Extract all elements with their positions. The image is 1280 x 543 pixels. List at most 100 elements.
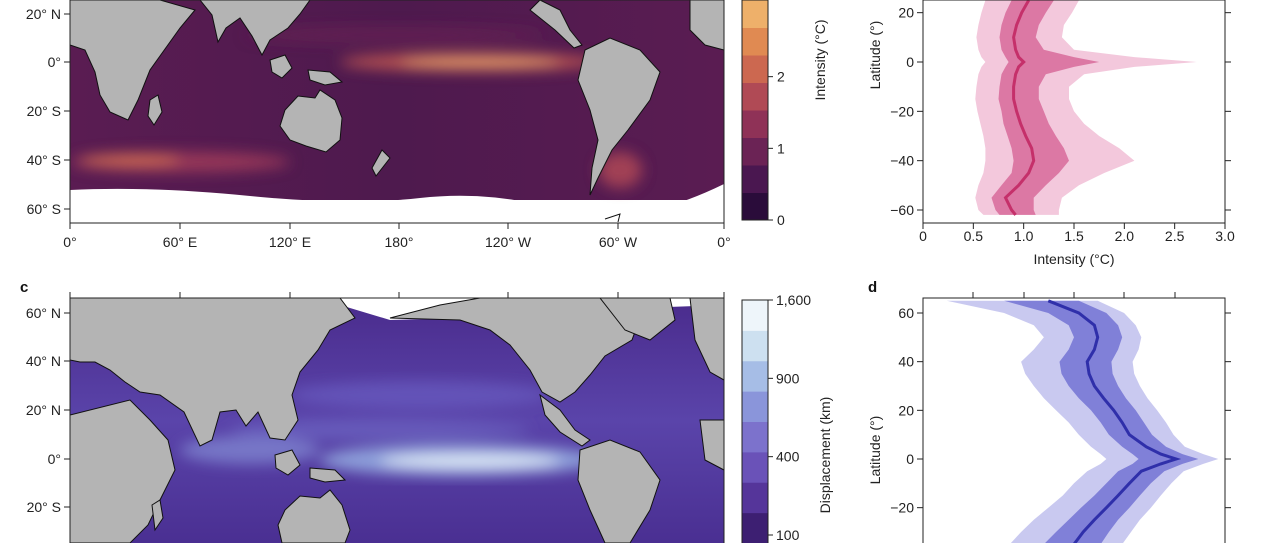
colorbar-c-swatch [742,300,768,331]
colorbar-a-swatch [742,165,768,193]
map-a-ice-edge [70,184,724,223]
panel-b-y-tick-label: −60 [890,202,914,218]
land-africa-c [70,399,176,543]
panel-b-x-tick-label: 1.0 [1014,228,1034,244]
land-newzealand-a [371,149,391,177]
land-madagascar-a [147,94,163,126]
colorbar-c-tick-label: 900 [776,370,800,386]
panel-b-y-tick-label: 20 [898,5,914,21]
panel-b-y-tick-label: −20 [890,103,914,119]
panel-d-ylabel: Latitude (°) [867,416,883,485]
colorbar-a-swatch [742,27,768,56]
land-africa-east-a [689,0,724,51]
panel-label-d: d [868,279,877,296]
panel-a-axes: 0° 60° E 120° E 180° 120° W 60° W 0° 20° N 0° 20°… [26,6,731,250]
panel-d-y-tick-label: 60 [898,305,914,321]
colorbar-c-swatch [742,482,768,514]
panel-b-y-tick-label: −40 [890,153,914,169]
land-southamerica-c [577,439,661,543]
map-c-land [70,298,724,543]
panel-b-x-tick-label: 0.5 [964,228,984,244]
panel-b-y-tick-label: 0 [906,54,914,70]
panel-b-median-line [1003,0,1036,216]
panel-b-plot [975,0,1197,216]
panel-d-y-tick-label: −20 [890,500,914,516]
map-a-x-tick-label: 0° [717,234,730,250]
panel-d-median-line [1047,299,1182,543]
map-a-x-tick-label: 0° [63,234,76,250]
map-a-y-tick-label: 20° S [27,103,61,119]
land-southamerica-a [577,37,661,196]
panel-c-map [70,298,724,543]
land-asia-a [199,0,311,57]
colorbar-c-tick-label: 1,600 [776,292,811,308]
panel-d-y-tick-label: 20 [898,402,914,418]
land-eurasia-c [70,298,356,447]
colorbar-a-label: Intensity (°C) [812,19,828,100]
map-a-y-tick-label: 60° S [27,201,61,217]
panel-d-y-tick-label: 40 [898,354,914,370]
colorbar-c-swatch [742,512,768,543]
panel-d-plot [946,299,1219,543]
map-a-y-tick-label: 40° S [27,152,61,168]
panel-b-xlabel: Intensity (°C) [1033,251,1114,267]
land-northamerica-c [389,298,641,403]
colorbar-a-tick-label: 2 [777,69,785,85]
panel-c-frame [69,297,725,543]
colorbar-a-swatch [742,192,768,221]
map-a-warm-features [70,27,642,188]
colorbar-c-swatch [742,451,768,483]
land-newguinea-a [307,69,344,86]
map-a-x-tick-label: 60° E [163,234,197,250]
colorbar-c-label: Displacement (km) [817,397,833,514]
colorbar-c-swatch [742,421,768,453]
colorbar-a: 0 1 2 [741,0,785,228]
map-a-x-tick-label: 180° [385,234,414,250]
map-a-land [70,0,724,196]
panel-b-x-tick-label: 0 [919,228,927,244]
map-a-x-tick-label: 120° E [269,234,311,250]
panel-b-ylabel: Latitude (°) [867,21,883,90]
land-australia-c [277,489,351,543]
colorbar-c-tick-label: 100 [776,527,800,543]
colorbar-c-frame [741,299,769,543]
land-centralamerica-c [539,393,591,447]
map-c-y-tick-label: 20° N [26,402,61,418]
map-c-y-tick-label: 60° N [26,305,61,321]
colorbar-a-swatch [742,55,768,83]
land-africa-a [70,0,196,121]
colorbar-c-tick-label: 400 [776,449,800,465]
panel-label-c: c [20,279,28,296]
colorbar-c-swatch [742,360,768,392]
panel-a-map [70,0,724,223]
colorbar-a-swatch [742,110,768,138]
panel-d-band-inner [1004,300,1199,543]
map-a-antarctic-coast [604,213,621,223]
land-borneo-c [274,449,301,476]
panel-d-axes: 60 40 20 0 −20 [890,292,1231,516]
land-greenland-c [599,298,676,341]
panel-b-x-tick-label: 1.5 [1064,228,1084,244]
panel-b-x-tick-label: 3.0 [1215,228,1235,244]
panel-b-x-tick-label: 2.0 [1115,228,1135,244]
colorbar-c: 1,600 900 400 100 [741,292,811,543]
panel-d-y-tick-label: 0 [906,451,914,467]
land-madagascar-c [151,499,164,532]
map-a-x-tick-label: 60° W [599,234,638,250]
colorbar-c-swatch [742,391,768,422]
colorbar-a-swatch [742,82,768,111]
map-c-y-tick-label: 0° [48,451,61,467]
colorbar-c-swatch [742,330,768,362]
colorbar-a-frame [741,0,769,221]
map-c-y-tick-label: 40° N [26,353,61,369]
map-a-y-tick-label: 0° [48,54,61,70]
panel-c-axes: 60° N 40° N 20° N 0° 20° S [26,292,725,515]
land-centralamerica-a [529,0,583,49]
colorbar-a-tick-label: 1 [777,140,785,156]
land-australia-a [279,89,343,153]
map-a-x-tick-label: 120° W [485,234,532,250]
map-c-bright-features [180,381,600,476]
map-c-y-tick-label: 20° S [27,499,61,515]
land-borneo-a [269,54,293,79]
